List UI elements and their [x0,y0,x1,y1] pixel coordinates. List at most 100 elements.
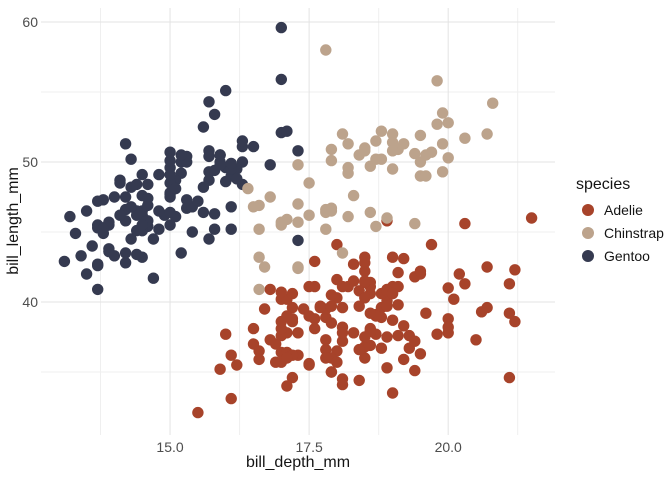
data-point-adelie [386,314,399,326]
data-point-chinstrap [342,138,354,150]
data-point-gentoo [136,168,148,181]
data-point-adelie [359,292,371,304]
data-point-adelie [286,287,299,300]
data-point-chinstrap [359,145,371,157]
data-point-adelie [381,362,393,374]
data-point-adelie [359,352,371,364]
data-point-adelie [459,278,471,290]
data-point-chinstrap [364,206,376,219]
data-point-adelie [392,266,404,279]
data-point-gentoo [64,210,76,223]
data-point-gentoo [153,223,165,235]
data-point-gentoo [236,135,249,147]
data-point-chinstrap [414,129,427,142]
data-point-chinstrap [325,154,338,167]
data-point-adelie [359,331,371,343]
data-point-chinstrap [386,163,399,175]
y-tick-label: 60 [22,14,38,30]
data-point-adelie [286,301,299,314]
data-point-adelie [247,338,260,350]
data-point-gentoo [203,96,215,108]
data-point-adelie [420,307,432,319]
data-point-adelie [325,300,338,312]
data-point-chinstrap [253,223,265,235]
data-point-gentoo [147,272,160,284]
y-axis-title: bill_length_mm [5,167,22,275]
data-point-adelie [336,373,349,385]
x-axis-title: bill_depth_mm [245,454,351,471]
legend-item-chinstrap: Chinstrap [576,221,664,244]
data-point-gentoo [131,209,143,221]
data-point-gentoo [125,153,137,165]
data-point-chinstrap [303,209,315,221]
data-point-adelie [398,320,410,332]
data-point-chinstrap [386,136,399,149]
data-point-chinstrap [253,251,265,263]
data-point-adelie [398,353,410,366]
data-point-adelie [281,352,293,364]
data-point-gentoo [153,168,165,181]
data-point-adelie [231,359,243,371]
data-point-adelie [336,280,349,293]
data-point-adelie [386,387,399,399]
data-point-gentoo [58,255,71,268]
data-point-adelie [409,364,421,377]
data-point-adelie [220,328,232,340]
data-point-adelie [359,251,371,263]
data-point-adelie [481,301,493,314]
data-point-gentoo [114,209,126,221]
legend-label-adelie: Adelie [604,201,643,218]
data-point-adelie [386,251,399,263]
legend-title: species [576,176,631,193]
data-point-gentoo [220,84,232,97]
adelie-swatch-icon [582,203,594,216]
data-point-gentoo [181,194,193,206]
data-point-adelie [509,315,521,328]
data-point-gentoo [186,226,198,238]
legend-label-chinstrap: Chinstrap [604,224,664,241]
data-point-chinstrap [264,191,276,203]
data-point-adelie [336,301,349,314]
data-point-chinstrap [370,153,382,165]
data-point-gentoo [92,283,104,296]
data-point-adelie [314,300,326,312]
data-point-gentoo [164,219,176,231]
data-point-chinstrap [481,128,493,140]
data-point-adelie [503,307,516,319]
data-point-adelie [247,322,260,335]
data-point-adelie [414,265,427,277]
data-point-gentoo [147,233,160,245]
data-point-adelie [214,363,226,375]
data-point-chinstrap [386,145,399,157]
data-point-gentoo [75,250,87,262]
data-point-gentoo [80,205,93,217]
data-point-chinstrap [436,138,449,150]
data-point-gentoo [225,223,237,235]
data-point-gentoo [175,149,187,161]
data-point-chinstrap [436,166,449,178]
data-point-adelie [353,343,365,356]
data-point-gentoo [108,250,121,262]
data-point-adelie [320,352,332,364]
data-point-adelie [281,380,293,392]
data-point-gentoo [292,145,304,157]
x-tick-label: 17.5 [295,439,323,455]
data-point-adelie [192,406,204,419]
y-tick-label: 40 [22,294,38,310]
data-point-chinstrap [336,128,349,140]
x-tick-label: 20.0 [434,439,462,455]
data-point-adelie [431,328,443,340]
data-point-gentoo [153,205,165,217]
data-point-adelie [381,300,393,312]
data-point-chinstrap [459,132,471,144]
legend: species Adelie Chinstrap Gentoo [576,176,664,267]
data-point-gentoo [197,121,210,133]
y-axis-tick-labels: 40 50 60 [0,0,38,480]
data-point-adelie [425,238,438,251]
data-point-gentoo [203,233,215,245]
data-point-chinstrap [336,247,349,259]
data-point-gentoo [220,175,232,188]
data-point-gentoo [208,108,221,121]
data-point-gentoo [131,248,143,261]
